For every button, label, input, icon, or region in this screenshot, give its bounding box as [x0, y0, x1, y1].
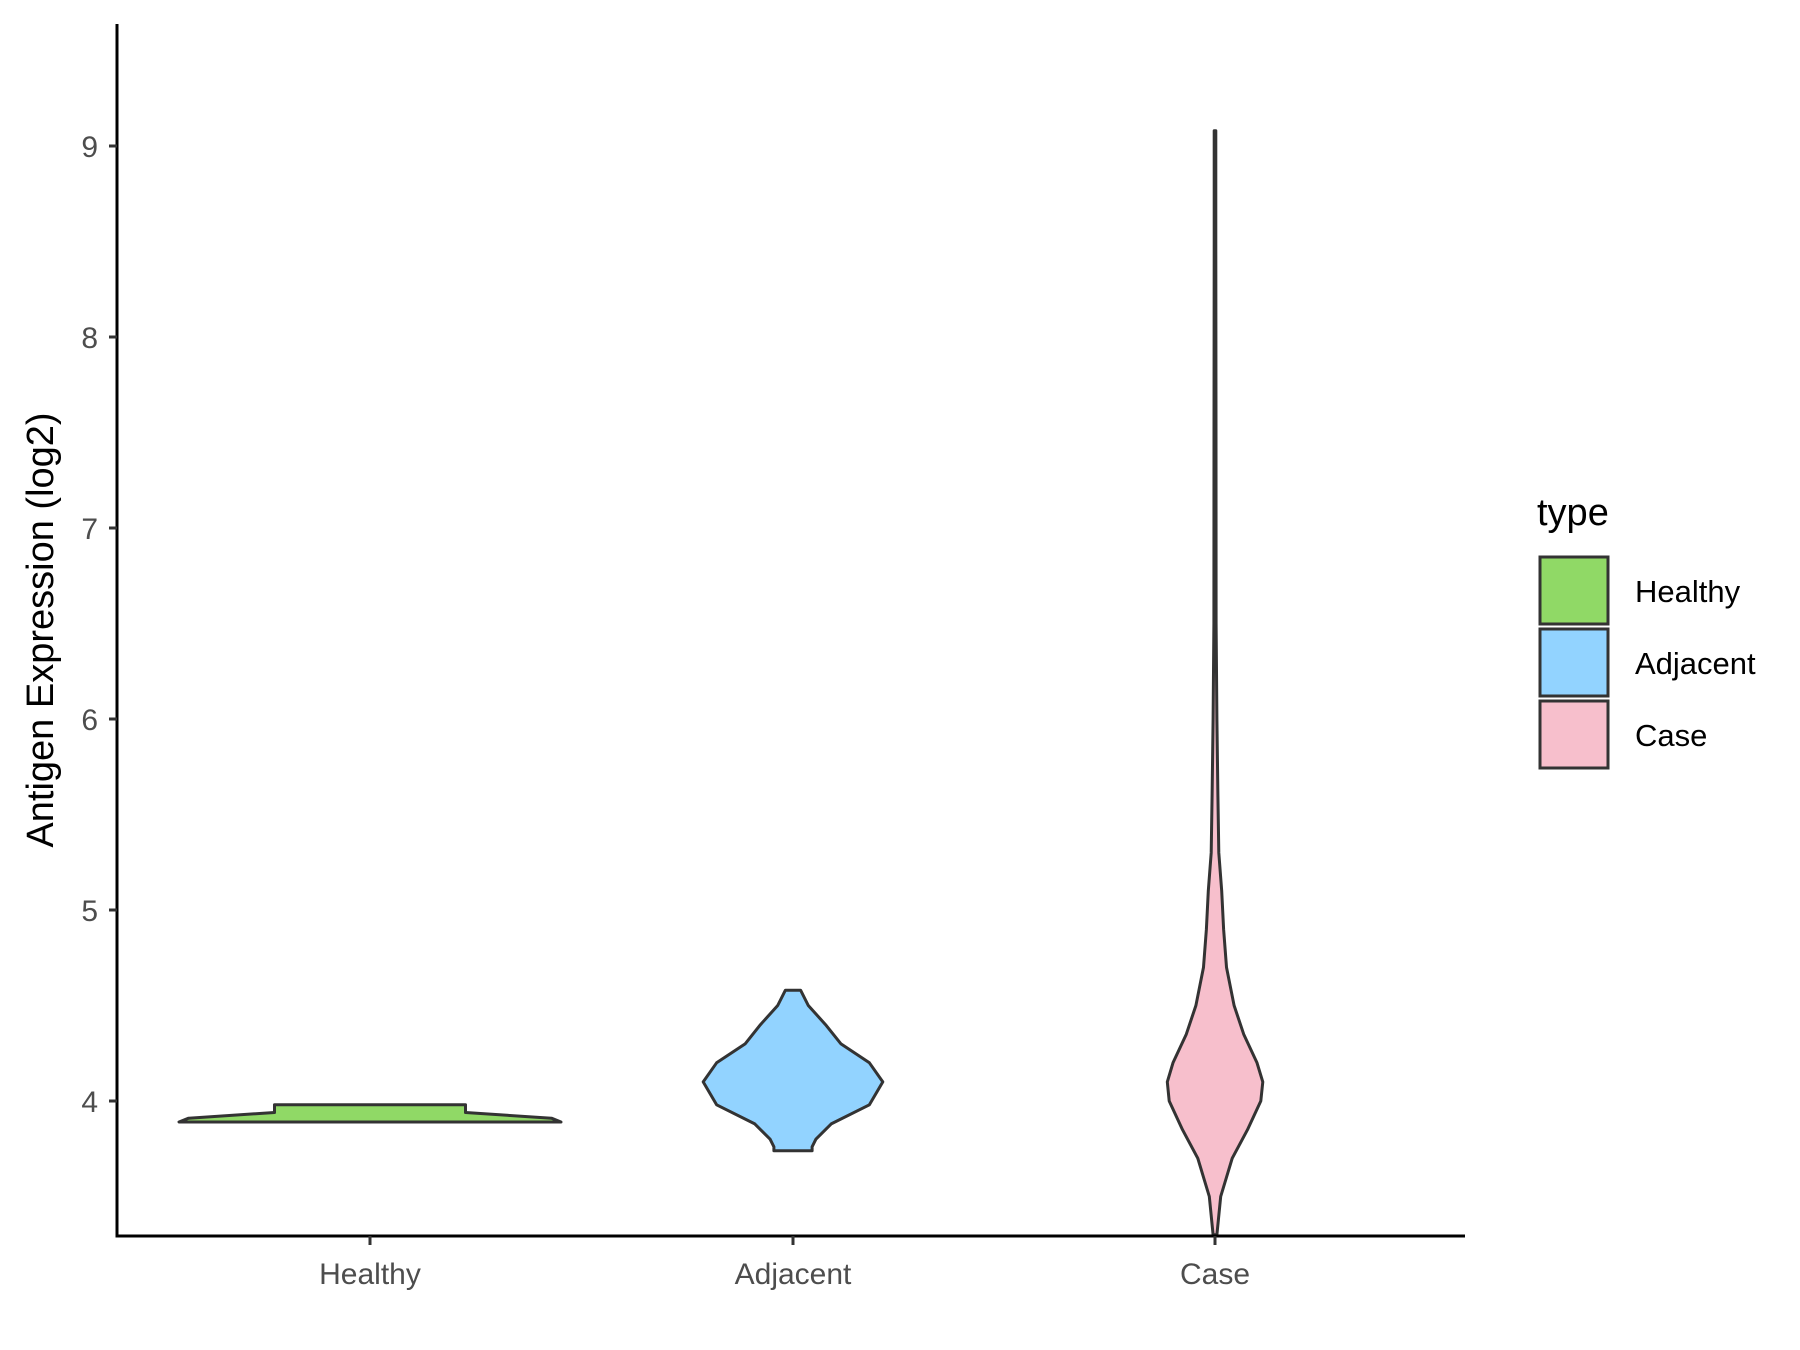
violins-layer: [177, 129, 1265, 1237]
x-tick-label: Case: [1180, 1258, 1250, 1291]
y-tick-label: 7: [81, 513, 98, 546]
y-ticks: 4 5 6 7 8 9: [81, 131, 117, 1119]
legend: type Healthy Adjacent Case: [1537, 492, 1756, 770]
legend-label-healthy: Healthy: [1635, 574, 1741, 609]
y-tick-label: 4: [81, 1086, 98, 1119]
y-tick-label: 6: [81, 704, 98, 737]
axes-layer: [115, 24, 1465, 1238]
y-tick-label: 5: [81, 895, 98, 928]
legend-key-healthy: [1538, 555, 1610, 626]
legend-key-case: [1538, 699, 1610, 770]
legend-label-adjacent: Adjacent: [1635, 646, 1756, 681]
x-tick-label: Healthy: [319, 1258, 421, 1291]
x-tick-label: Adjacent: [735, 1258, 852, 1291]
legend-title: type: [1537, 492, 1609, 534]
x-ticks: Healthy Adjacent Case: [319, 1236, 1250, 1291]
y-tick-label: 9: [81, 131, 98, 164]
violin-adjacent: [701, 988, 885, 1153]
legend-label-case: Case: [1635, 718, 1707, 753]
violin-case: [1165, 129, 1265, 1237]
legend-key-adjacent: [1538, 627, 1610, 698]
violin-healthy: [177, 1103, 563, 1124]
y-tick-label: 8: [81, 322, 98, 355]
y-axis-title: Antigen Expression (log2): [20, 412, 62, 847]
